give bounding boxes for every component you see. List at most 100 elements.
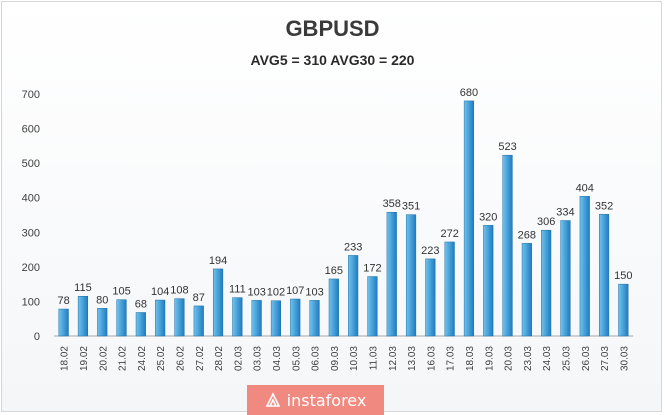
x-tick-label: 16.03 <box>426 346 437 371</box>
bar <box>77 295 89 337</box>
bar <box>328 278 339 337</box>
data-label: 320 <box>479 211 497 223</box>
data-label: 223 <box>421 245 439 257</box>
x-tick-label: 18.02 <box>60 346 71 371</box>
x-tick-label: 19.02 <box>79 346 90 371</box>
x-tick-label: 13.03 <box>407 346 418 371</box>
y-tick-label: 500 <box>22 158 40 170</box>
x-tick-label: 04.03 <box>272 346 283 371</box>
bar <box>309 300 320 337</box>
y-tick-label: 600 <box>22 124 40 136</box>
bar <box>212 268 224 337</box>
bar <box>541 229 552 337</box>
x-tick-label: 20.03 <box>504 346 515 371</box>
x-tick-label: 28.02 <box>214 346 225 371</box>
bar <box>521 243 532 337</box>
data-label: 68 <box>135 298 147 310</box>
data-label: 404 <box>576 182 594 194</box>
instaforex-watermark: instaforex <box>247 385 384 415</box>
x-tick-label: 23.03 <box>523 346 534 371</box>
data-label: 272 <box>440 228 458 240</box>
x-tick-label: 12.03 <box>388 346 399 371</box>
instaforex-logo-icon <box>265 392 280 407</box>
x-tick-label: 26.03 <box>581 346 592 371</box>
chart-subtitle: AVG5 = 310 AVG30 = 220 <box>250 52 415 68</box>
data-label: 103 <box>305 286 323 298</box>
bar <box>270 300 282 337</box>
x-tick-label: 02.03 <box>233 346 244 371</box>
data-label: 78 <box>58 295 70 307</box>
data-label: 111 <box>229 284 246 296</box>
data-label: 115 <box>74 282 92 294</box>
x-tick-label: 06.03 <box>311 346 322 371</box>
bar <box>579 196 590 337</box>
data-label: 108 <box>170 285 188 297</box>
bar <box>386 211 397 337</box>
y-tick-label: 400 <box>22 193 40 205</box>
data-label: 87 <box>193 292 205 304</box>
bar <box>444 241 455 337</box>
bar <box>193 305 204 337</box>
x-tick-label: 27.02 <box>195 346 206 371</box>
bar <box>502 154 513 337</box>
bar <box>598 214 610 337</box>
data-label: 172 <box>363 263 381 275</box>
bar <box>290 298 301 337</box>
data-label: 358 <box>383 198 401 210</box>
bar <box>116 299 127 337</box>
x-tick-label: 21.02 <box>118 346 129 371</box>
x-tick-label: 26.02 <box>175 346 186 371</box>
x-tick-label: 20.02 <box>98 346 109 371</box>
bar <box>135 312 146 337</box>
x-tick-label: 24.02 <box>137 346 148 371</box>
bar <box>348 255 359 337</box>
chart-title: GBPUSD <box>285 16 380 41</box>
data-label: 165 <box>325 265 343 277</box>
x-tick-label: 05.03 <box>291 346 302 371</box>
y-tick-label: 100 <box>22 296 40 308</box>
data-label: 105 <box>112 286 130 298</box>
x-tick-label: 25.02 <box>156 346 167 371</box>
bar <box>618 283 629 337</box>
watermark-text: instaforex <box>286 390 367 410</box>
bar <box>232 297 243 337</box>
x-tick-label: 11.03 <box>368 346 379 371</box>
data-label: 680 <box>460 87 478 99</box>
data-label: 194 <box>209 255 227 267</box>
data-label: 104 <box>151 286 169 298</box>
x-tick-label: 18.03 <box>465 346 476 371</box>
y-tick-label: 0 <box>34 331 40 343</box>
y-tick-label: 700 <box>22 89 40 101</box>
bar <box>425 258 436 337</box>
bar <box>155 299 166 337</box>
data-label: 306 <box>537 216 555 228</box>
bar <box>405 214 417 337</box>
y-tick-label: 300 <box>22 227 40 239</box>
data-label: 80 <box>96 294 108 306</box>
bar <box>251 300 262 337</box>
data-label: 103 <box>247 286 265 298</box>
x-tick-label: 09.03 <box>330 346 341 371</box>
y-tick-label: 200 <box>22 262 40 274</box>
data-label: 150 <box>614 270 632 282</box>
x-tick-label: 17.03 <box>446 346 457 371</box>
x-tick-label: 25.03 <box>561 346 572 371</box>
data-label: 268 <box>518 229 536 241</box>
x-tick-label: 30.03 <box>619 346 630 371</box>
bar <box>483 225 494 337</box>
bar <box>58 308 69 337</box>
data-label: 352 <box>595 200 613 212</box>
data-label: 107 <box>286 285 304 297</box>
data-label: 523 <box>498 141 516 153</box>
x-tick-label: 03.03 <box>253 346 264 371</box>
data-label: 334 <box>556 207 574 219</box>
data-label: 233 <box>344 241 362 253</box>
bar <box>463 100 475 337</box>
bar <box>367 276 378 337</box>
x-tick-label: 10.03 <box>349 346 360 371</box>
bar <box>174 298 185 337</box>
data-label: 102 <box>267 287 285 299</box>
data-label: 351 <box>402 201 420 213</box>
